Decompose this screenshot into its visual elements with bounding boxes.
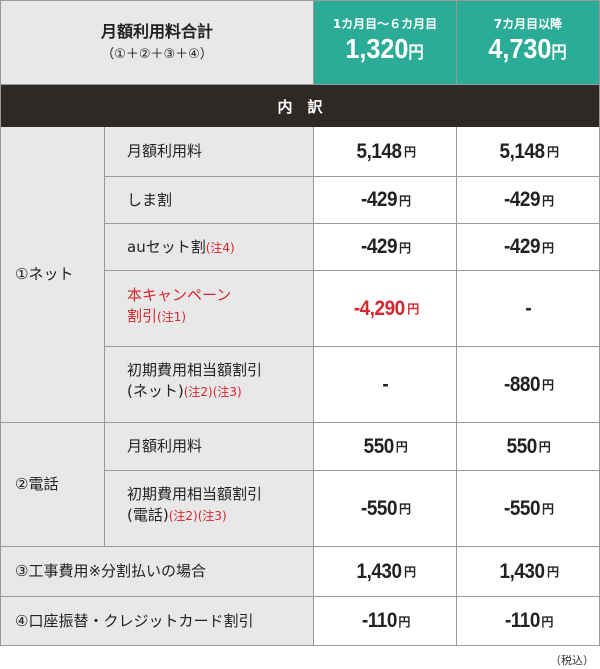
- row-shima-v1: -429 円: [314, 177, 457, 224]
- group-net: ①ネット: [1, 127, 105, 423]
- group-tel: ②電話: [1, 423, 105, 547]
- row-net-monthly-v2: 5,148 円: [457, 127, 599, 177]
- row-label: (ネット): [127, 382, 184, 400]
- row-net-monthly-label: 月額利用料: [105, 127, 314, 177]
- period1-label: 1カ月目～６カ月目: [332, 16, 438, 31]
- row-label: auセット割: [127, 237, 206, 256]
- note: (注1): [157, 310, 187, 324]
- row-tel-initial-v2: -550 円: [457, 471, 599, 547]
- row-campaign-v2: -: [457, 271, 599, 347]
- row-bank-v1: -110 円: [314, 597, 457, 645]
- row-label: 本キャンペーン: [127, 286, 232, 304]
- row-label: (電話): [127, 506, 169, 524]
- row-net-monthly-v1: 5,148 円: [314, 127, 457, 177]
- row-construction-v2: 1,430 円: [457, 547, 599, 597]
- row-shima-label: しま割: [105, 177, 314, 224]
- row-net-initial-v2: -880 円: [457, 347, 599, 423]
- row-shima-v2: -429 円: [457, 177, 599, 224]
- row-bank-label: ④口座振替・クレジットカード割引: [1, 597, 314, 645]
- price-table: 月額利用料合計 （①＋②＋③＋④） 1カ月目～６カ月目 1,320円 7カ月目以…: [0, 0, 600, 646]
- row-label: 初期費用相当額割引: [127, 361, 263, 379]
- note: (注2)(注3): [168, 509, 227, 523]
- row-label: 月額利用料: [127, 437, 203, 455]
- row-campaign-v1: -4,290 円: [314, 271, 457, 347]
- row-label: 割引: [127, 307, 158, 325]
- row-label: ③工事費用※分割払いの場合: [15, 562, 207, 580]
- row-tel-monthly-label: 月額利用料: [105, 423, 314, 471]
- row-tel-initial-label: 初期費用相当額割引 (電話)(注2)(注3): [105, 471, 314, 547]
- row-tel-monthly-v1: 550 円: [314, 423, 457, 471]
- row-bank-v2: -110 円: [457, 597, 599, 645]
- breakdown-bar: 内 訳: [1, 85, 599, 127]
- period2-total: 4,730円: [488, 32, 568, 64]
- note: (注4): [205, 240, 235, 255]
- row-construction-v1: 1,430 円: [314, 547, 457, 597]
- row-net-initial-v1: -: [314, 347, 457, 423]
- row-auset-v2: -429 円: [457, 224, 599, 271]
- total-subtitle: （①＋②＋③＋④）: [101, 46, 213, 62]
- group-tel-label: ②電話: [15, 475, 59, 493]
- row-label: しま割: [127, 190, 173, 209]
- row-label: 月額利用料: [127, 142, 203, 160]
- row-campaign-label: 本キャンペーン 割引(注1): [105, 271, 314, 347]
- total-title: 月額利用料合計: [100, 21, 213, 41]
- row-construction-label: ③工事費用※分割払いの場合: [1, 547, 314, 597]
- note: (注2)(注3): [183, 385, 242, 399]
- tax-footnote: （税込）: [550, 654, 594, 667]
- row-auset-label: auセット割 (注4): [105, 224, 314, 271]
- row-net-initial-label: 初期費用相当額割引 (ネット)(注2)(注3): [105, 347, 314, 423]
- row-auset-v1: -429 円: [314, 224, 457, 271]
- row-tel-initial-v1: -550 円: [314, 471, 457, 547]
- period2-label: 7カ月目以降: [493, 16, 563, 31]
- row-tel-monthly-v2: 550 円: [457, 423, 599, 471]
- row-label: ④口座振替・クレジットカード割引: [15, 611, 254, 630]
- period1-header: 1カ月目～６カ月目 1,320円: [314, 1, 457, 85]
- total-header-cell: 月額利用料合計 （①＋②＋③＋④）: [1, 1, 314, 85]
- group-net-label: ①ネット: [15, 265, 74, 283]
- row-label: 初期費用相当額割引: [127, 485, 263, 503]
- period2-header: 7カ月目以降 4,730円: [457, 1, 599, 85]
- period1-total: 1,320円: [345, 32, 425, 64]
